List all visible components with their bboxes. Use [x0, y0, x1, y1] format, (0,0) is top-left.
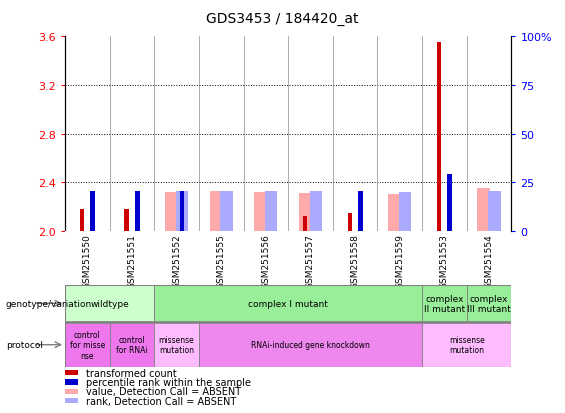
Bar — [303, 217, 307, 231]
Bar — [180, 191, 184, 231]
Text: GSM251558: GSM251558 — [351, 234, 359, 289]
Text: GSM251550: GSM251550 — [83, 234, 92, 289]
Bar — [477, 189, 490, 231]
Text: GSM251556: GSM251556 — [262, 234, 270, 289]
Bar — [176, 191, 188, 231]
Text: wildtype: wildtype — [90, 299, 129, 308]
Bar — [154, 323, 199, 367]
Text: GSM251552: GSM251552 — [172, 234, 181, 289]
Text: GSM251557: GSM251557 — [306, 234, 315, 289]
Bar — [65, 370, 79, 375]
Text: GDS3453 / 184420_at: GDS3453 / 184420_at — [206, 12, 359, 26]
Bar — [437, 43, 441, 231]
Text: genotype/variation: genotype/variation — [6, 299, 92, 308]
Bar — [220, 191, 233, 231]
Text: RNAi-induced gene knockdown: RNAi-induced gene knockdown — [251, 340, 370, 349]
Bar — [199, 323, 422, 367]
Bar — [65, 380, 79, 385]
Bar — [169, 225, 173, 231]
Text: control
for misse
nse: control for misse nse — [69, 330, 105, 360]
Text: GSM251554: GSM251554 — [485, 234, 493, 289]
Bar — [110, 323, 154, 367]
Bar — [65, 398, 79, 403]
Bar — [310, 191, 322, 231]
Bar — [165, 192, 177, 231]
Bar — [154, 286, 422, 321]
Text: GSM251551: GSM251551 — [128, 234, 136, 289]
Bar — [388, 195, 401, 231]
Bar — [347, 213, 352, 231]
Bar — [399, 192, 411, 231]
Bar — [358, 191, 363, 231]
Bar — [422, 323, 511, 367]
Text: transformed count: transformed count — [86, 368, 177, 378]
Bar — [447, 174, 452, 231]
Text: rank, Detection Call = ABSENT: rank, Detection Call = ABSENT — [86, 396, 236, 406]
Text: GSM251553: GSM251553 — [440, 234, 449, 289]
Text: protocol: protocol — [6, 340, 42, 349]
Text: complex
III mutant: complex III mutant — [467, 294, 511, 313]
Bar — [124, 209, 129, 231]
Text: missense
mutation: missense mutation — [449, 335, 485, 354]
Bar — [65, 286, 154, 321]
Bar — [65, 389, 79, 394]
Bar — [467, 286, 511, 321]
Text: percentile rank within the sample: percentile rank within the sample — [86, 377, 251, 387]
Text: GSM251555: GSM251555 — [217, 234, 225, 289]
Text: value, Detection Call = ABSENT: value, Detection Call = ABSENT — [86, 386, 241, 396]
Text: complex
II mutant: complex II mutant — [424, 294, 465, 313]
Bar — [90, 191, 95, 231]
Text: complex I mutant: complex I mutant — [248, 299, 328, 308]
Text: missense
mutation: missense mutation — [159, 335, 194, 354]
Bar — [488, 191, 501, 231]
Bar — [65, 323, 110, 367]
Bar — [299, 194, 311, 231]
Bar — [210, 191, 222, 231]
Text: GSM251559: GSM251559 — [396, 234, 404, 289]
Bar — [265, 191, 277, 231]
Text: control
for RNAi: control for RNAi — [116, 335, 147, 354]
Bar — [422, 286, 467, 321]
Bar — [254, 192, 267, 231]
Bar — [135, 191, 140, 231]
Bar — [80, 209, 84, 231]
